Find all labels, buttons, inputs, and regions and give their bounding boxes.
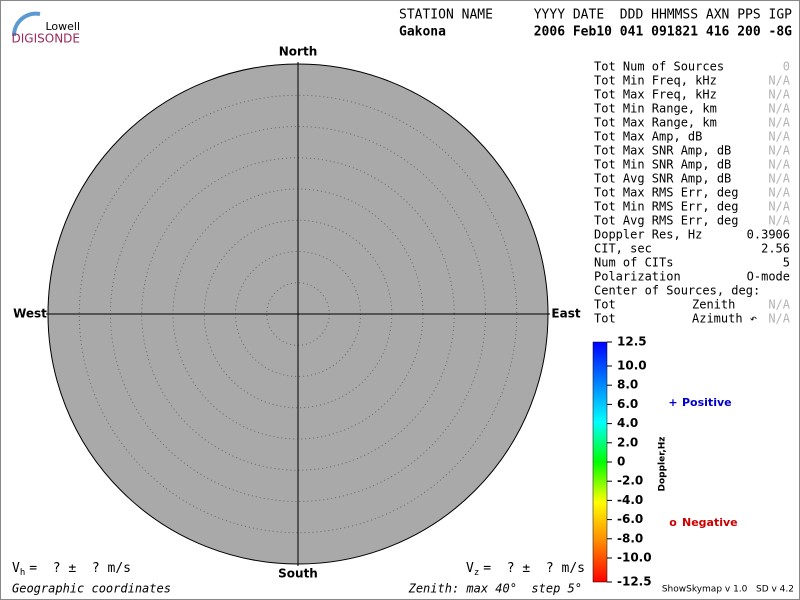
header-col1-title: STATION NAME [399, 8, 493, 23]
stat-label: Tot Min Freq, kHz [594, 74, 717, 88]
vz-label: Vz = ? ± ? m/s [466, 561, 585, 578]
stat-label: Polarization [594, 270, 681, 284]
stat-label: Tot [594, 298, 616, 312]
colorbar-tick-label: 10.0 [617, 359, 647, 373]
colorbar-tick-label: 0 [617, 455, 625, 469]
stat-value: 0 [783, 60, 790, 74]
stat-label: Center of Sources, deg: [594, 284, 760, 298]
vh-sub: h [20, 568, 25, 578]
legend-symbol: + [668, 396, 677, 409]
stat-value: 5 [783, 256, 790, 270]
footer-center: Zenith: max 40° step 5° [408, 582, 582, 596]
logo-top: Lowell [45, 20, 80, 33]
stat-value: N/A [768, 158, 790, 172]
stat-label: Tot Avg SNR Amp, dB [594, 172, 731, 186]
colorbar-tick-label: -12.5 [617, 575, 652, 589]
stat-label: Tot Min Range, km [594, 102, 717, 116]
vh-label: Vh = ? ± ? m/s [12, 561, 131, 578]
stat-label: Tot Max Amp, dB [594, 130, 702, 144]
stat-value: N/A [768, 144, 790, 158]
vh-rest: = ? ± ? m/s [29, 561, 131, 576]
colorbar-tick-label: 2.0 [617, 435, 638, 449]
colorbar-tick-label: 12.5 [617, 335, 647, 349]
colorbar-tick-label: -8.0 [617, 531, 643, 545]
stat-label: Tot Num of Sources [594, 60, 724, 74]
colorbar-tick-label: -2.0 [617, 474, 643, 488]
stat-value: N/A [768, 186, 790, 200]
colorbar-tick-label: 6.0 [617, 397, 638, 411]
stat-label: Tot Max SNR Amp, dB [594, 144, 731, 158]
stat-value: N/A [768, 74, 790, 88]
colorbar [592, 341, 608, 583]
stat-label: Tot Max Range, km [594, 116, 717, 130]
vz-rest: = ? ± ? m/s [483, 561, 585, 576]
stat-value: N/A [768, 102, 790, 116]
stat-value: N/A [768, 200, 790, 214]
stat-label: CIT, sec [594, 242, 652, 256]
stat-value: N/A [768, 116, 790, 130]
stat-value: N/A [768, 312, 790, 326]
west-label: West [13, 307, 47, 321]
south-label: South [278, 567, 318, 581]
stat-label: Tot Min RMS Err, deg [594, 200, 739, 214]
legend-symbol: o [669, 516, 677, 529]
stat-value: N/A [768, 172, 790, 186]
east-label: East [551, 307, 580, 321]
footer-right: ShowSkymap v 1.0 SD v 4.2 [662, 585, 794, 595]
vz-sub: z [474, 568, 479, 578]
logo-swoosh [11, 11, 41, 37]
stat-label: Doppler Res, Hz [594, 228, 702, 242]
stat-label: Num of CITs [594, 256, 673, 270]
colorbar-tick-label: 4.0 [617, 416, 638, 430]
vz-v: V [466, 561, 474, 576]
stat-sublabel: Azimuth ↶ [692, 312, 757, 326]
legend-label: Positive [682, 396, 732, 409]
stat-value: O-mode [747, 270, 790, 284]
stat-label: Tot Max Freq, kHz [594, 88, 717, 102]
header-col2-value: 2006 Feb10 041 091821 416 200 -8G [534, 25, 792, 40]
stat-value: N/A [768, 298, 790, 312]
header-col2-title: YYYY DATE DDD HHMMSS AXN PPS IGP [534, 8, 792, 23]
stat-label: Tot Min SNR Amp, dB [594, 158, 731, 172]
stat-label: Tot Avg RMS Err, deg [594, 214, 739, 228]
colorbar-tick-label: -6.0 [617, 512, 643, 526]
stat-value: 2.56 [761, 242, 790, 256]
north-label: North [279, 45, 317, 59]
colorbar-tick-label: -10.0 [617, 551, 652, 565]
stat-label: Tot [594, 312, 616, 326]
footer-left: Geographic coordinates [12, 582, 171, 596]
stat-value: N/A [768, 88, 790, 102]
colorbar-label: Doppler,Hz [658, 436, 668, 491]
stat-label: Tot Max RMS Err, deg [594, 186, 739, 200]
legend-label: Negative [682, 516, 738, 529]
header-col1-value: Gakona [399, 25, 446, 40]
colorbar-tick-label: -4.0 [617, 493, 643, 507]
logo-bottom: DIGISONDE [12, 32, 80, 46]
stat-value: N/A [768, 130, 790, 144]
stat-sublabel: Zenith [692, 298, 735, 312]
vh-v: V [12, 561, 20, 576]
stat-value: N/A [768, 214, 790, 228]
colorbar-tick-label: 8.0 [617, 378, 638, 392]
stat-value: 0.3906 [747, 228, 790, 242]
